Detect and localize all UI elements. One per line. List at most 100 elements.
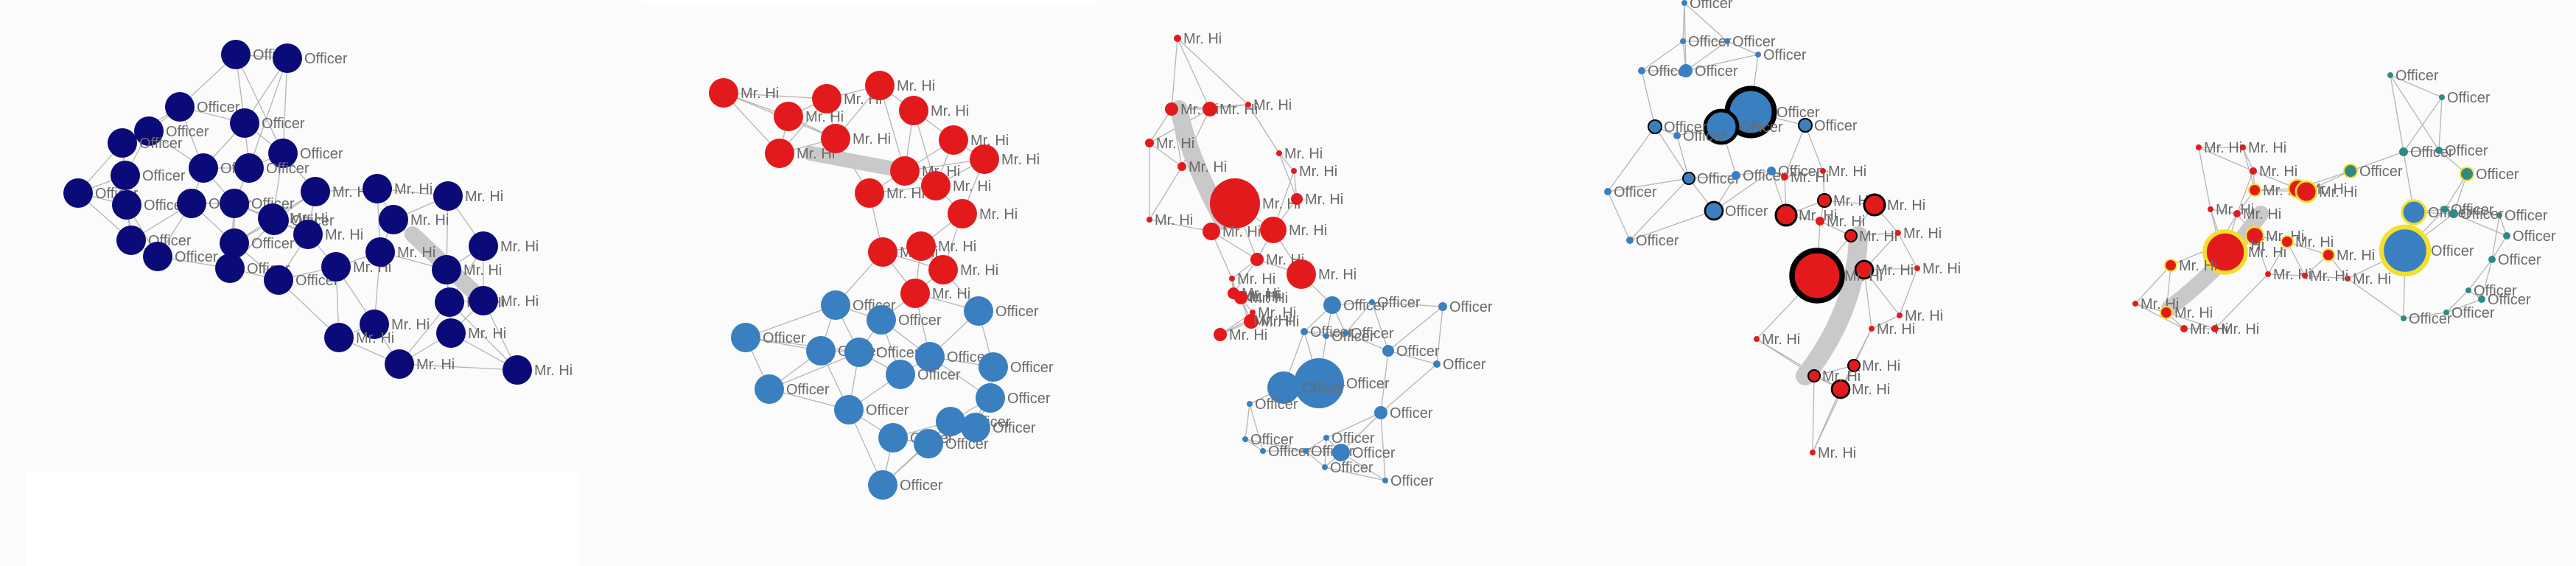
node: [774, 102, 803, 131]
node-label: Mr. Hi: [2243, 206, 2281, 223]
node-label: Mr. Hi: [1240, 289, 1278, 305]
node-label: Mr. Hi: [979, 206, 1018, 223]
node: [936, 407, 965, 436]
node: [914, 429, 943, 458]
edge: [1676, 135, 1690, 179]
node: [1214, 328, 1227, 341]
edge: [2350, 151, 2404, 172]
node: [177, 189, 206, 218]
node-label: Officer: [1683, 128, 1726, 144]
edges: [1607, 2, 1918, 453]
node-label: Mr. Hi: [2259, 164, 2297, 180]
node-label: Mr. Hi: [1903, 226, 1942, 242]
edge: [1305, 437, 1327, 452]
node-label: Officer: [1648, 63, 1691, 80]
node: [812, 84, 841, 113]
node: [2399, 147, 2408, 156]
node-label: Mr. Hi: [1299, 164, 1337, 180]
node-label: Mr. Hi: [2141, 296, 2179, 312]
edge: [1871, 315, 1900, 329]
node: [844, 338, 874, 367]
node-label: Mr. Hi: [1822, 368, 1861, 385]
node: [1374, 406, 1387, 419]
node-label: Officer: [1740, 119, 1783, 136]
node-label: Mr. Hi: [1189, 159, 1227, 175]
edge: [1756, 338, 1841, 390]
node: [821, 124, 850, 153]
node-label: Mr. Hi: [1859, 228, 1897, 245]
node-label: Mr. Hi: [2295, 234, 2334, 251]
node-label: Officer: [139, 136, 183, 152]
node: [928, 255, 958, 284]
node: [964, 296, 993, 326]
edge: [2236, 170, 2254, 214]
node-label: Mr. Hi: [1305, 192, 1343, 208]
edge: [2286, 241, 2329, 256]
node: [1703, 108, 1740, 145]
node-label: Officer: [1343, 298, 1387, 314]
node-label: Mr. Hi: [1828, 164, 1866, 180]
edge: [1326, 412, 1382, 439]
node: [709, 78, 738, 108]
node: [2302, 273, 2308, 279]
node-label: Officer: [1697, 171, 1740, 187]
node: [1294, 358, 1344, 408]
node-label: Mr. Hi: [1833, 193, 1872, 209]
node: [878, 423, 908, 453]
node: [1177, 162, 1186, 171]
node-label: Mr. Hi: [1844, 268, 1883, 284]
edge: [1233, 259, 1258, 294]
node-label: Officer: [1732, 34, 1776, 50]
node: [2465, 287, 2471, 293]
node-label: Mr. Hi: [1289, 223, 1327, 239]
edge: [2403, 97, 2443, 153]
edge: [1149, 108, 1172, 144]
node: [1817, 193, 1832, 208]
node-label: Mr. Hi: [1818, 445, 1856, 461]
edge: [2390, 74, 2443, 98]
node-label: Mr. Hi: [397, 245, 435, 261]
node-label: Officer: [2409, 311, 2452, 327]
edge: [2491, 214, 2500, 260]
node: [379, 205, 408, 234]
node-label: Mr. Hi: [1852, 382, 1890, 398]
edge: [1149, 142, 1183, 167]
node: [2202, 229, 2248, 275]
node: [1382, 478, 1388, 483]
node: [1260, 448, 1266, 454]
node: [134, 116, 164, 146]
node: [806, 336, 836, 366]
edge: [1387, 306, 1443, 352]
node: [436, 318, 466, 348]
node: [2345, 276, 2351, 282]
node-label: Officer: [166, 124, 209, 140]
edge: [2438, 97, 2443, 151]
edge: [2390, 74, 2440, 151]
node: [939, 125, 968, 155]
node: [1732, 171, 1740, 180]
node-label: Mr. Hi: [1253, 312, 1292, 329]
node: [1648, 119, 1662, 134]
edge: [1171, 38, 1178, 110]
node: [1165, 102, 1178, 116]
node-label: Mr. Hi: [1253, 97, 1292, 113]
node-label: Officer: [1007, 391, 1051, 407]
edge: [2214, 273, 2269, 329]
node: [2478, 296, 2485, 303]
node-label: Mr. Hi: [1791, 170, 1829, 186]
edge: [1278, 153, 1295, 172]
node-label: Officer: [993, 420, 1036, 436]
node-label: Mr. Hi: [953, 178, 991, 195]
node-label: Officer: [2447, 90, 2491, 106]
node-label: Mr. Hi: [741, 85, 779, 102]
node-label: Mr. Hi: [805, 109, 844, 125]
node-label: Officer: [304, 51, 348, 67]
node: [1245, 102, 1251, 108]
node: [755, 374, 784, 404]
node-label: Mr. Hi: [1183, 31, 1222, 47]
edge: [1812, 375, 1815, 453]
node: [2196, 144, 2202, 150]
